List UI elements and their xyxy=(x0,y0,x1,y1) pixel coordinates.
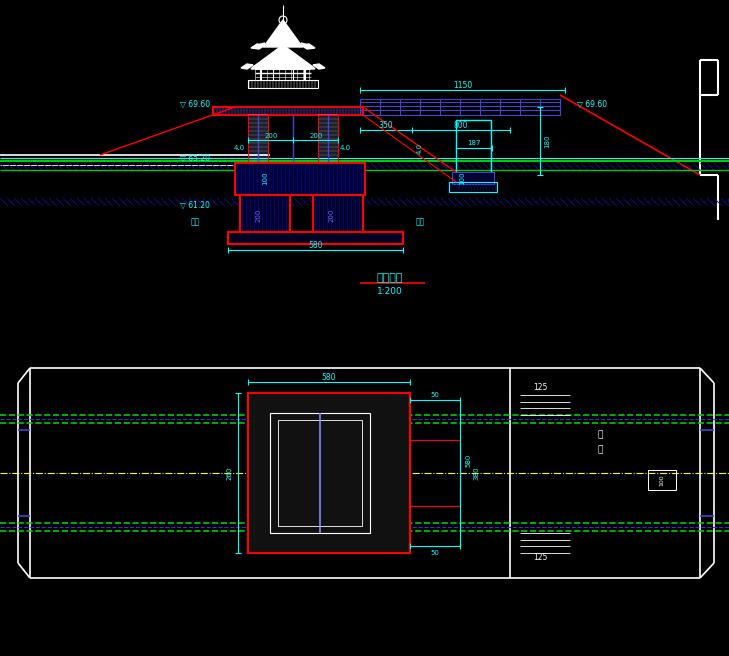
Polygon shape xyxy=(301,44,315,49)
Bar xyxy=(248,393,410,553)
Bar xyxy=(213,107,363,115)
Text: ▽ 65.20: ▽ 65.20 xyxy=(180,154,210,163)
Bar xyxy=(240,195,290,237)
Text: 800: 800 xyxy=(453,121,468,129)
Text: ▽ 69.60: ▽ 69.60 xyxy=(180,100,210,108)
Text: 187: 187 xyxy=(467,140,480,146)
Bar xyxy=(410,440,460,506)
Bar xyxy=(313,195,363,237)
Text: 50: 50 xyxy=(431,550,440,556)
Polygon shape xyxy=(251,45,315,69)
Text: 護坡: 護坡 xyxy=(416,218,424,226)
Text: 580: 580 xyxy=(309,241,323,251)
Text: ▽ 61.20: ▽ 61.20 xyxy=(180,201,210,209)
Bar xyxy=(228,232,403,244)
Text: 4.0: 4.0 xyxy=(233,145,244,151)
Bar xyxy=(456,120,491,178)
Polygon shape xyxy=(313,64,325,69)
Text: 100: 100 xyxy=(459,171,465,185)
Bar xyxy=(360,99,560,115)
Text: 580: 580 xyxy=(465,453,471,466)
Text: 堤: 堤 xyxy=(597,430,603,440)
Polygon shape xyxy=(241,64,253,69)
Bar xyxy=(278,420,362,526)
Bar xyxy=(452,172,494,184)
Text: 200: 200 xyxy=(265,133,278,139)
Text: 580: 580 xyxy=(321,373,336,382)
Bar xyxy=(248,115,268,163)
Text: 100: 100 xyxy=(660,474,665,486)
Text: 180: 180 xyxy=(544,134,550,148)
Text: 200: 200 xyxy=(309,133,323,139)
Bar xyxy=(213,107,363,115)
Text: 1:200: 1:200 xyxy=(377,287,403,295)
Text: 200: 200 xyxy=(329,209,335,222)
Bar xyxy=(270,413,370,533)
Text: 380: 380 xyxy=(473,466,479,480)
Text: 1150: 1150 xyxy=(453,81,472,89)
Bar xyxy=(318,115,338,163)
Text: 4.0: 4.0 xyxy=(417,142,423,154)
Text: 350: 350 xyxy=(378,121,394,129)
Bar xyxy=(248,80,318,88)
Text: 顶: 顶 xyxy=(597,445,603,455)
Bar xyxy=(648,470,676,490)
Text: 4.0: 4.0 xyxy=(340,145,351,151)
Polygon shape xyxy=(263,20,303,47)
Bar xyxy=(410,440,460,506)
Text: 125: 125 xyxy=(533,554,547,562)
Text: ▽ 69.60: ▽ 69.60 xyxy=(577,100,607,108)
Text: 纵断面图: 纵断面图 xyxy=(377,273,403,283)
Text: 125: 125 xyxy=(533,384,547,392)
Text: 260: 260 xyxy=(227,466,233,480)
Text: 護坡: 護坡 xyxy=(190,218,200,226)
Text: 100: 100 xyxy=(262,171,268,185)
Bar xyxy=(449,182,497,192)
Polygon shape xyxy=(251,44,265,49)
Bar xyxy=(235,163,365,195)
Text: 50: 50 xyxy=(431,392,440,398)
Text: 200: 200 xyxy=(256,209,262,222)
